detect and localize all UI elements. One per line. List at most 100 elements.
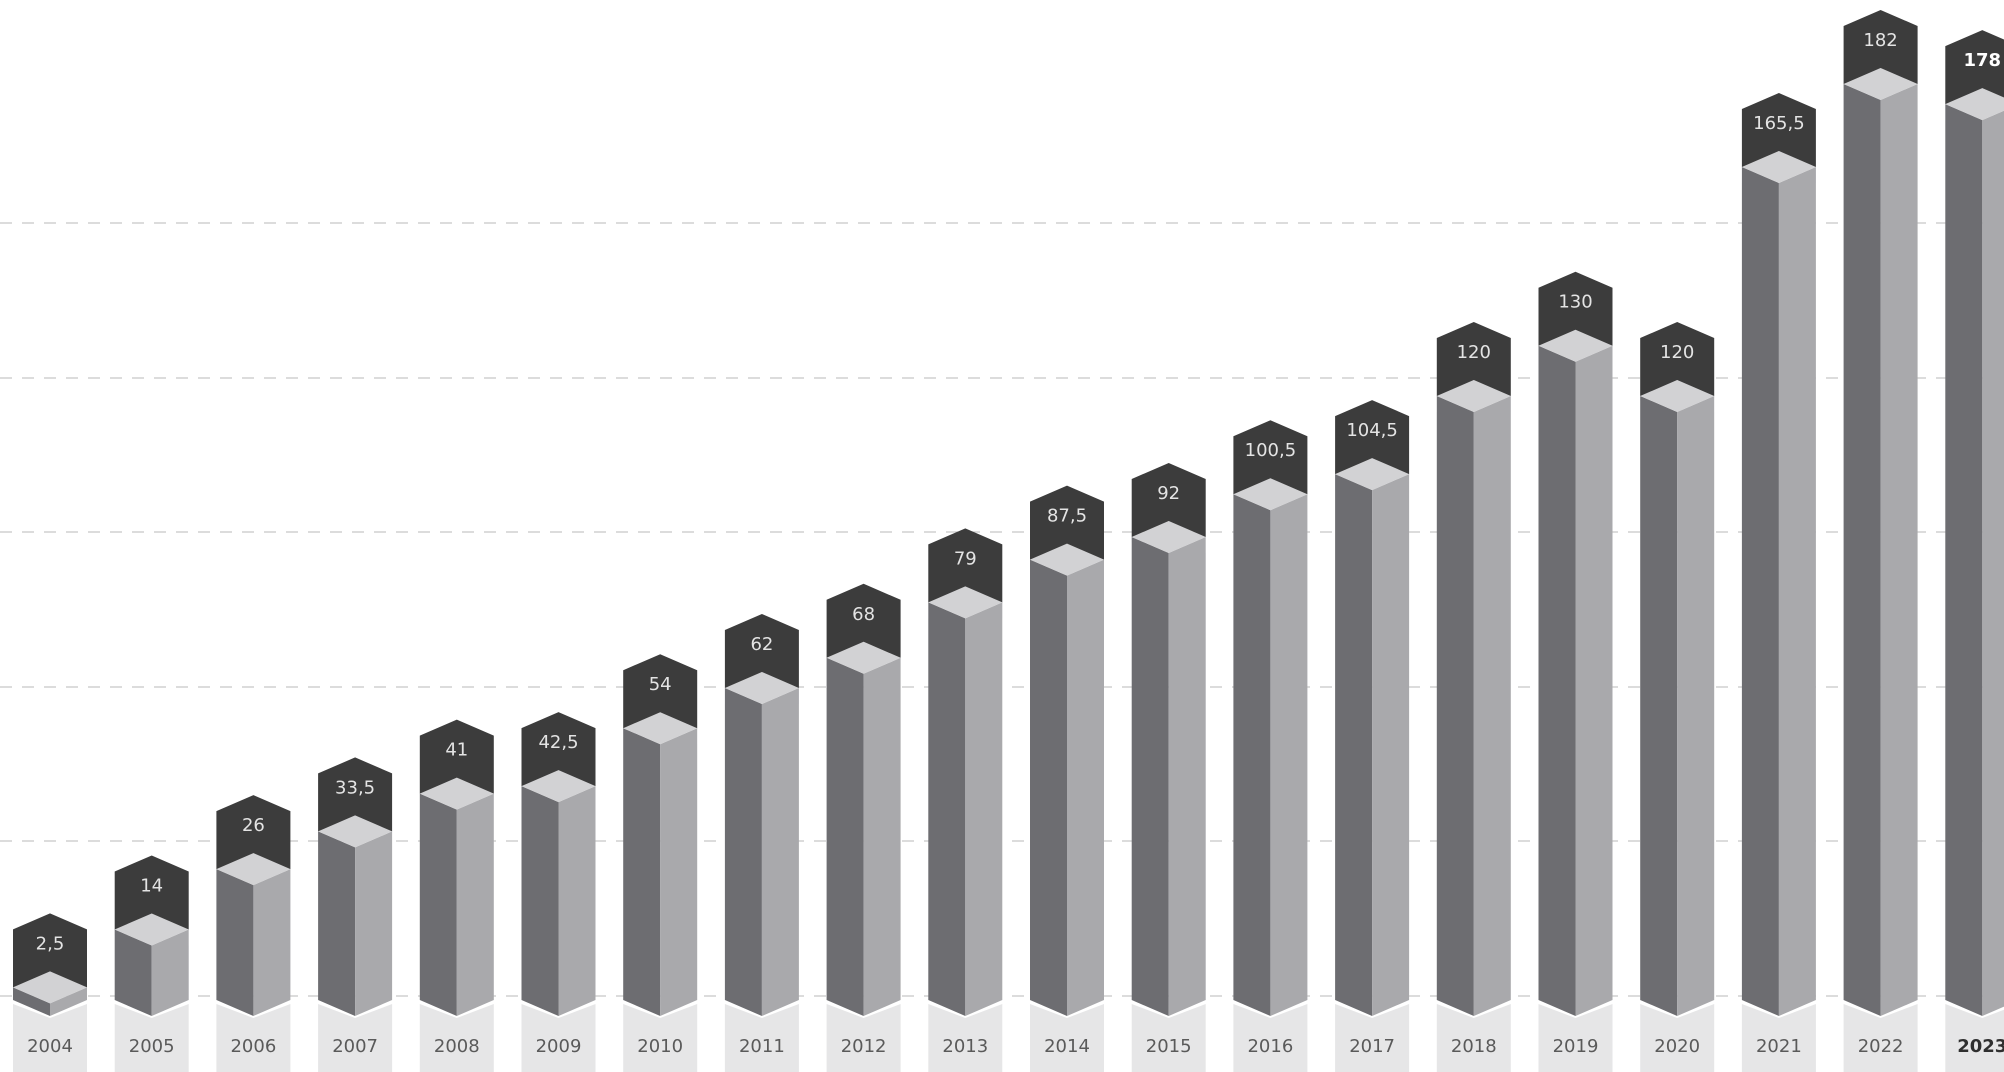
bar-group-2017: 104,5 bbox=[1335, 400, 1410, 1017]
value-tag-2013 bbox=[928, 528, 1003, 603]
bar-left-face-2021 bbox=[1741, 167, 1779, 1016]
year-tab-group-2004: 2004 bbox=[13, 1004, 87, 1072]
year-tab-2014 bbox=[1030, 1004, 1104, 1072]
bar-group-2021: 165,5 bbox=[1741, 93, 1816, 1016]
value-tag-2012 bbox=[826, 583, 901, 658]
value-label-2004: 2,5 bbox=[36, 933, 65, 954]
year-tab-2013 bbox=[928, 1004, 1003, 1072]
bar-left-face-2012 bbox=[826, 657, 864, 1016]
value-label-2010: 54 bbox=[649, 674, 672, 695]
bar-group-2014: 87,5 bbox=[1030, 485, 1104, 1016]
year-label-2009: 2009 bbox=[536, 1036, 582, 1057]
value-tag-2016 bbox=[1233, 420, 1308, 495]
bar-right-face-2019 bbox=[1575, 345, 1613, 1016]
bar-right-face-2012 bbox=[863, 657, 901, 1016]
year-label-2008: 2008 bbox=[434, 1036, 480, 1057]
value-tag-2019 bbox=[1538, 271, 1613, 346]
year-label-2011: 2011 bbox=[739, 1036, 785, 1057]
value-label-2015: 92 bbox=[1157, 483, 1180, 504]
bar-group-2007: 33,5 bbox=[318, 757, 393, 1016]
bar-left-face-2006 bbox=[216, 869, 254, 1016]
year-tab-group-2018: 2018 bbox=[1436, 1004, 1511, 1072]
year-tab-2012 bbox=[826, 1004, 901, 1072]
bar-left-face-2005 bbox=[114, 929, 152, 1016]
bar-group-2004: 2,5 bbox=[13, 913, 87, 1016]
year-tab-2008 bbox=[419, 1004, 494, 1072]
value-tag-2023 bbox=[1945, 30, 2004, 105]
year-label-2004: 2004 bbox=[27, 1036, 73, 1057]
bars: 2,5 14 26 33,5 41 42,5 54 62 68 79 87,5 92 100,5 104,… bbox=[13, 10, 2004, 1017]
year-label-2007: 2007 bbox=[332, 1036, 378, 1057]
value-label-2011: 62 bbox=[750, 634, 773, 655]
value-label-2009: 42,5 bbox=[538, 732, 578, 753]
bar-left-face-2009 bbox=[521, 786, 559, 1016]
year-label-2015: 2015 bbox=[1146, 1036, 1192, 1057]
bar-group-2010: 54 bbox=[623, 654, 698, 1016]
bar-right-face-2022 bbox=[1880, 84, 1918, 1016]
year-label-2021: 2021 bbox=[1756, 1036, 1802, 1057]
year-tab-2023 bbox=[1945, 1004, 2004, 1072]
bar-right-face-2015 bbox=[1168, 537, 1206, 1016]
bar-group-2008: 41 bbox=[419, 719, 494, 1016]
year-tab-2018 bbox=[1436, 1004, 1511, 1072]
bar-right-face-2004 bbox=[50, 987, 87, 1016]
bar-group-2013: 79 bbox=[928, 528, 1003, 1016]
bar-left-face-2018 bbox=[1436, 396, 1474, 1016]
bar-left-face-2008 bbox=[419, 793, 457, 1016]
value-label-2021: 165,5 bbox=[1753, 113, 1805, 134]
value-label-2018: 120 bbox=[1457, 342, 1491, 363]
value-tag-2004 bbox=[13, 913, 87, 988]
year-label-2017: 2017 bbox=[1349, 1036, 1395, 1057]
year-tab-group-2020: 2020 bbox=[1640, 1004, 1715, 1072]
year-tab-group-2019: 2019 bbox=[1538, 1004, 1613, 1072]
value-label-2014: 87,5 bbox=[1047, 506, 1087, 527]
bar-group-2016: 100,5 bbox=[1233, 420, 1308, 1016]
year-tab-group-2013: 2013 bbox=[928, 1004, 1003, 1072]
bar-left-face-2004 bbox=[13, 987, 50, 1016]
year-tab-2015 bbox=[1131, 1004, 1206, 1072]
year-tab-2004 bbox=[13, 1004, 87, 1072]
value-label-2017: 104,5 bbox=[1346, 420, 1398, 441]
value-tag-2017 bbox=[1335, 400, 1410, 475]
bar-right-face-2016 bbox=[1270, 494, 1308, 1016]
year-label-2022: 2022 bbox=[1858, 1036, 1904, 1057]
value-tag-2005 bbox=[114, 855, 189, 930]
year-tab-group-2008: 2008 bbox=[419, 1004, 494, 1072]
year-tab-group-2023: 2023 bbox=[1945, 1004, 2004, 1072]
year-label-2005: 2005 bbox=[129, 1036, 175, 1057]
year-label-2006: 2006 bbox=[230, 1036, 276, 1057]
value-label-2007: 33,5 bbox=[335, 777, 375, 798]
year-tab-2005 bbox=[114, 1004, 189, 1072]
bar-group-2009: 42,5 bbox=[521, 712, 596, 1016]
bar-group-2022: 182 bbox=[1843, 10, 1918, 1016]
year-tab-group-2015: 2015 bbox=[1131, 1004, 1206, 1072]
bar-right-face-2011 bbox=[761, 688, 799, 1016]
value-label-2016: 100,5 bbox=[1245, 440, 1297, 461]
bar-group-2015: 92 bbox=[1131, 463, 1206, 1016]
bar-left-face-2007 bbox=[318, 831, 356, 1016]
bar-left-face-2017 bbox=[1335, 474, 1373, 1017]
bar-left-face-2013 bbox=[928, 602, 966, 1016]
year-tab-2016 bbox=[1233, 1004, 1308, 1072]
year-tab-group-2012: 2012 bbox=[826, 1004, 901, 1072]
year-tab-2006 bbox=[216, 1004, 291, 1072]
bar-group-2020: 120 bbox=[1640, 322, 1715, 1016]
value-tag-2015 bbox=[1131, 463, 1206, 537]
bar-right-face-2018 bbox=[1473, 396, 1511, 1016]
value-tag-2020 bbox=[1640, 322, 1715, 396]
value-tag-2014 bbox=[1030, 485, 1104, 560]
bar-left-face-2016 bbox=[1233, 494, 1271, 1016]
year-tab-group-2021: 2021 bbox=[1741, 1004, 1816, 1072]
year-tab-2007 bbox=[318, 1004, 393, 1072]
bar-right-face-2017 bbox=[1372, 474, 1410, 1017]
bar-right-face-2008 bbox=[456, 793, 494, 1016]
year-tab-2010 bbox=[623, 1004, 698, 1072]
value-tag-2021 bbox=[1741, 93, 1816, 167]
year-label-2014: 2014 bbox=[1044, 1036, 1090, 1057]
bar-right-face-2007 bbox=[355, 831, 393, 1016]
value-tag-2006 bbox=[216, 795, 291, 870]
bar-right-face-2021 bbox=[1778, 167, 1816, 1016]
bar-right-face-2010 bbox=[660, 728, 698, 1016]
value-tag-2011 bbox=[724, 614, 799, 688]
